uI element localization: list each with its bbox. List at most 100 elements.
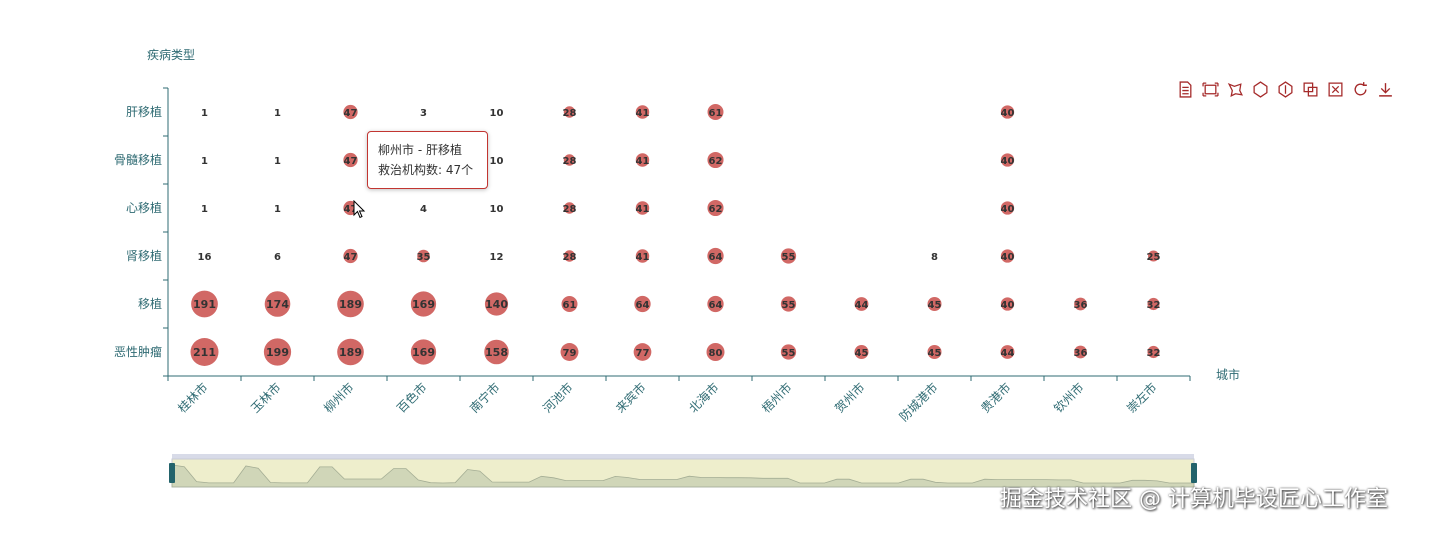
bubble-point[interactable]	[927, 296, 942, 312]
bubble-point[interactable]	[1074, 297, 1087, 311]
bubble-value-label: 28	[563, 252, 577, 263]
bubble-point[interactable]	[635, 201, 650, 215]
download-icon	[1379, 83, 1392, 97]
bubble-point[interactable]	[1000, 345, 1015, 359]
y-tick-label: 恶性肿瘤	[114, 344, 162, 359]
bubble-point[interactable]	[563, 154, 576, 166]
bubble-value-label: 64	[636, 300, 650, 311]
bubble-point[interactable]	[707, 151, 724, 169]
bubble-value-label: 80	[709, 348, 723, 359]
x-tick-label: 河池市	[540, 380, 576, 416]
x-tick-label: 北海市	[686, 380, 722, 416]
bubble-point[interactable]	[635, 105, 650, 119]
polygon-select-button[interactable]	[1276, 80, 1295, 99]
bubble-point[interactable]	[264, 291, 291, 317]
x-tick-label: 百色市	[394, 380, 430, 416]
bubble-value-label: 62	[709, 204, 723, 215]
bubble-point[interactable]	[343, 152, 358, 168]
datazoom-start-handle[interactable]	[169, 463, 175, 483]
bubble-value-label: 28	[563, 156, 577, 167]
bubble-point[interactable]	[561, 296, 578, 312]
bubble-value-label: 189	[339, 346, 362, 359]
zoom-select-button[interactable]	[1201, 80, 1220, 99]
bubble-point[interactable]	[263, 338, 292, 366]
bubble-value-label: 169	[412, 298, 435, 311]
bubble-point[interactable]	[563, 202, 576, 214]
bubble-point[interactable]	[190, 338, 219, 366]
keep-selected-button[interactable]	[1301, 80, 1320, 99]
bubble-point[interactable]	[927, 344, 942, 360]
bubble-point[interactable]	[707, 295, 724, 313]
bubble-point[interactable]	[191, 290, 218, 318]
bubble-point[interactable]	[780, 344, 797, 360]
bubble-value-label: 6	[274, 252, 281, 263]
restore-icon	[1354, 82, 1367, 96]
bubble-point[interactable]	[1148, 250, 1159, 262]
x-tick-label: 贺州市	[832, 380, 868, 416]
chart-tooltip: 柳州市 - 肝移植 救治机构数: 47个	[367, 131, 488, 189]
y-tick-label: 肝移植	[126, 104, 162, 119]
clear-select-button[interactable]	[1326, 80, 1345, 99]
watermark-text: 掘金技术社区 @ 计算机毕设匠心工作室	[1000, 487, 1388, 512]
bubble-point[interactable]	[417, 249, 430, 263]
bubble-point[interactable]	[560, 343, 579, 361]
bubble-point[interactable]	[1000, 153, 1015, 167]
bubble-point[interactable]	[1147, 297, 1160, 311]
bubble-point[interactable]	[707, 104, 724, 120]
bubble-point[interactable]	[337, 338, 364, 366]
bubble-point[interactable]	[410, 291, 437, 317]
datazoom-shadow-area	[171, 464, 1195, 488]
x-tick-label: 柳州市	[321, 380, 357, 416]
bubble-value-label: 41	[636, 204, 650, 215]
bubble-point[interactable]	[337, 290, 364, 318]
restore-button[interactable]	[1351, 80, 1370, 99]
bubble-value-label: 140	[485, 298, 508, 311]
bubble-point[interactable]	[707, 199, 724, 217]
y-tick-label: 移植	[138, 296, 162, 311]
bubble-point[interactable]	[633, 343, 652, 361]
bubble-point[interactable]	[563, 250, 576, 262]
bubble-point[interactable]	[1000, 249, 1015, 263]
clear-select-icon	[1328, 82, 1343, 97]
bubble-point[interactable]	[780, 248, 797, 264]
bubble-point[interactable]	[1000, 297, 1015, 311]
datazoom-end-handle[interactable]	[1191, 463, 1197, 483]
bubble-value-label: 47	[344, 156, 358, 167]
bubble-value-label: 32	[1147, 348, 1161, 359]
bubble-point[interactable]	[1000, 105, 1015, 119]
bubble-point[interactable]	[854, 297, 869, 311]
bubble-point[interactable]	[707, 247, 724, 265]
bubble-value-label: 169	[412, 346, 435, 359]
bubble-point[interactable]	[780, 296, 797, 312]
bubble-point[interactable]	[343, 248, 358, 264]
bubble-value-label: 28	[563, 108, 577, 119]
bubble-value-label: 45	[928, 348, 942, 359]
x-tick-label: 桂林市	[175, 380, 211, 416]
bubble-point[interactable]	[343, 104, 358, 120]
bubble-point[interactable]	[484, 339, 509, 365]
lasso-select-button[interactable]	[1226, 80, 1245, 99]
rect-select-button[interactable]	[1251, 80, 1270, 99]
rect-select-icon	[1253, 81, 1268, 98]
bubble-point[interactable]	[484, 292, 509, 316]
bubble-point[interactable]	[854, 344, 869, 360]
bubble-point[interactable]	[410, 339, 437, 365]
bubble-value-label: 47	[344, 204, 358, 215]
bubble-point[interactable]	[706, 342, 725, 362]
bubble-value-label: 32	[1147, 300, 1161, 311]
bubble-point[interactable]	[634, 295, 651, 313]
bubble-point[interactable]	[1000, 201, 1015, 215]
data-view-button[interactable]	[1176, 80, 1195, 99]
bubble-point[interactable]	[563, 106, 576, 118]
bubble-value-label: 10	[490, 108, 504, 119]
bubble-point[interactable]	[1074, 345, 1087, 359]
bubble-point[interactable]	[635, 153, 650, 167]
download-button[interactable]	[1376, 80, 1395, 99]
bubble-point[interactable]	[635, 249, 650, 263]
bubble-value-label: 12	[490, 252, 504, 263]
bubble-value-label: 55	[782, 300, 796, 311]
bubble-point[interactable]	[1147, 345, 1160, 359]
bubble-value-label: 28	[563, 204, 577, 215]
